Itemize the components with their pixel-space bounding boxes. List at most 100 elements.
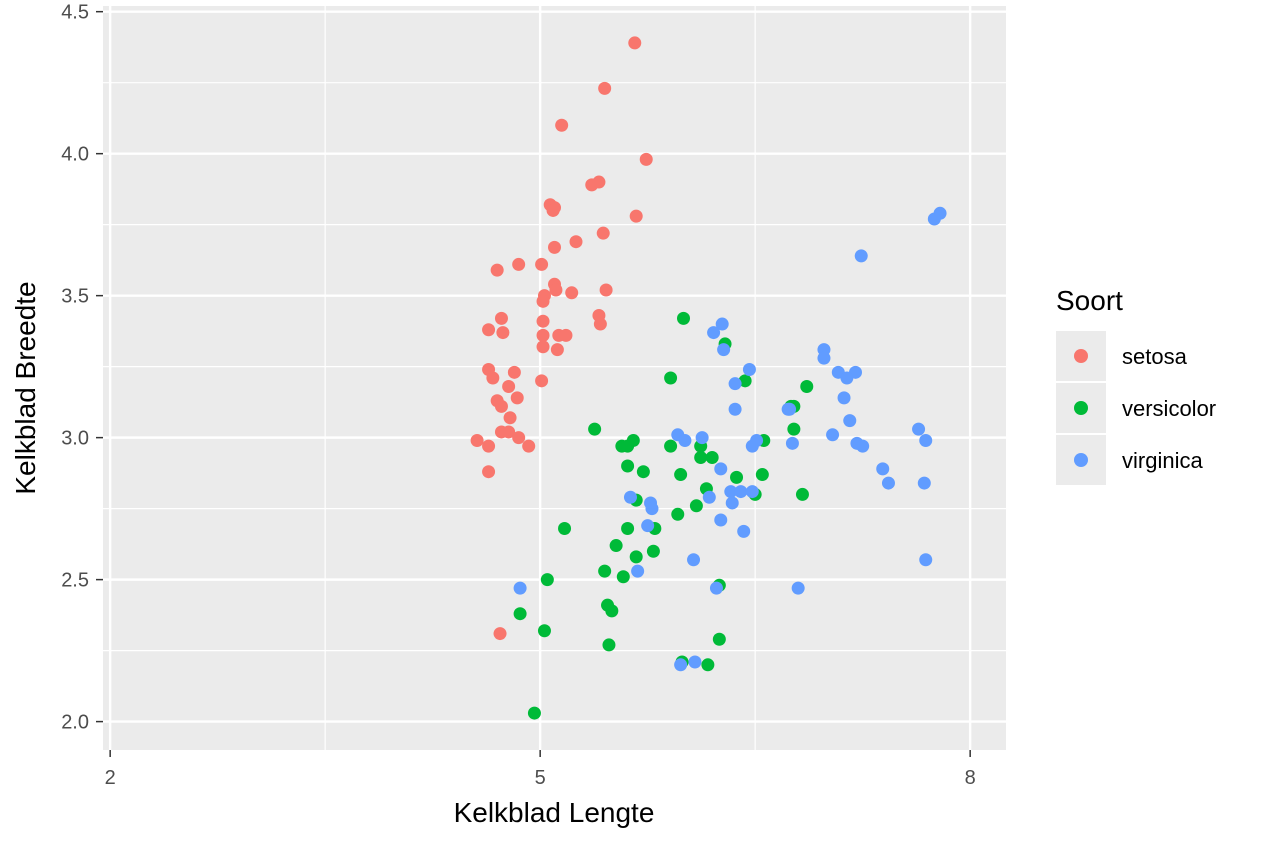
point-setosa	[535, 374, 549, 388]
point-setosa	[596, 226, 610, 240]
y-tick-label: 3.5	[61, 286, 89, 308]
point-setosa	[486, 371, 500, 385]
point-versicolor	[689, 499, 703, 513]
point-versicolor	[701, 658, 715, 672]
point-virginica	[702, 490, 716, 504]
point-versicolor	[730, 470, 744, 484]
point-setosa	[599, 283, 613, 297]
point-virginica	[745, 485, 759, 499]
point-versicolor	[629, 550, 643, 564]
point-setosa	[593, 317, 607, 331]
data-points	[470, 36, 947, 720]
point-versicolor	[537, 624, 551, 638]
point-virginica	[785, 436, 799, 450]
point-setosa	[535, 257, 549, 271]
point-setosa	[482, 323, 496, 337]
point-versicolor	[602, 638, 616, 652]
point-virginica	[734, 485, 748, 499]
point-virginica	[737, 524, 751, 538]
point-virginica	[715, 317, 729, 331]
point-virginica	[856, 439, 870, 453]
point-versicolor	[540, 573, 554, 587]
point-virginica	[728, 402, 742, 416]
point-versicolor	[664, 439, 678, 453]
point-virginica	[688, 655, 702, 669]
point-setosa	[550, 343, 564, 357]
point-setosa	[629, 209, 643, 223]
point-setosa	[490, 263, 504, 277]
point-virginica	[917, 476, 931, 490]
point-versicolor	[795, 487, 809, 501]
y-tick-label: 2.5	[61, 570, 89, 592]
point-setosa	[512, 257, 526, 271]
point-virginica	[745, 439, 759, 453]
y-tick-label: 2.0	[61, 712, 89, 734]
point-setosa	[555, 118, 569, 132]
point-setosa	[559, 328, 573, 342]
legend-label: versicolor	[1122, 396, 1216, 421]
point-virginica	[623, 490, 637, 504]
point-virginica	[817, 351, 831, 365]
point-versicolor	[609, 539, 623, 553]
point-setosa	[512, 431, 526, 445]
point-setosa	[569, 235, 583, 249]
x-tick-label: 2	[105, 767, 116, 789]
point-versicolor	[588, 422, 602, 436]
point-versicolor	[705, 451, 719, 465]
point-virginica	[714, 462, 728, 476]
x-tick-label: 5	[535, 767, 546, 789]
point-setosa	[536, 294, 550, 308]
point-virginica	[725, 496, 739, 510]
point-setosa	[598, 81, 612, 95]
point-virginica	[709, 581, 723, 595]
point-setosa	[482, 439, 496, 453]
point-virginica	[631, 564, 645, 578]
point-versicolor	[621, 522, 635, 536]
x-axis-title: Kelkblad Lengte	[454, 797, 655, 828]
point-virginica	[854, 249, 868, 263]
point-virginica	[513, 581, 527, 595]
point-versicolor	[558, 522, 572, 536]
legend-key-versicolor	[1074, 401, 1088, 415]
point-versicolor	[646, 544, 660, 558]
point-virginica	[724, 485, 738, 499]
point-setosa	[549, 283, 563, 297]
point-virginica	[641, 519, 655, 533]
point-setosa	[496, 326, 510, 340]
y-axis: 2.0 2.5 3.0 3.5 4.0 4.5	[61, 2, 103, 734]
point-setosa	[502, 380, 516, 394]
point-versicolor	[621, 439, 635, 453]
point-virginica	[826, 428, 840, 442]
point-virginica	[912, 422, 926, 436]
point-versicolor	[621, 459, 635, 473]
point-setosa	[503, 411, 517, 425]
point-setosa	[536, 340, 550, 354]
point-virginica	[678, 433, 692, 447]
point-virginica	[919, 553, 933, 567]
panel-background	[103, 6, 1006, 750]
y-tick-label: 4.0	[61, 144, 89, 166]
y-axis-title: Kelkblad Breedte	[10, 281, 41, 494]
point-versicolor	[738, 374, 752, 388]
legend-title: Soort	[1056, 285, 1123, 316]
point-virginica	[876, 462, 890, 476]
point-versicolor	[787, 422, 801, 436]
point-virginica	[837, 391, 851, 405]
point-versicolor	[800, 380, 814, 394]
point-virginica	[791, 581, 805, 595]
point-versicolor	[605, 604, 619, 618]
point-versicolor	[598, 564, 612, 578]
point-versicolor	[616, 570, 630, 584]
point-setosa	[522, 439, 536, 453]
point-virginica	[674, 658, 688, 672]
point-virginica	[919, 433, 933, 447]
point-setosa	[548, 240, 561, 254]
point-virginica	[843, 414, 857, 428]
point-setosa	[494, 399, 508, 413]
point-versicolor	[755, 468, 769, 482]
point-versicolor	[527, 706, 541, 720]
legend-key-setosa	[1074, 349, 1088, 363]
point-virginica	[742, 362, 756, 376]
point-virginica	[707, 326, 721, 340]
